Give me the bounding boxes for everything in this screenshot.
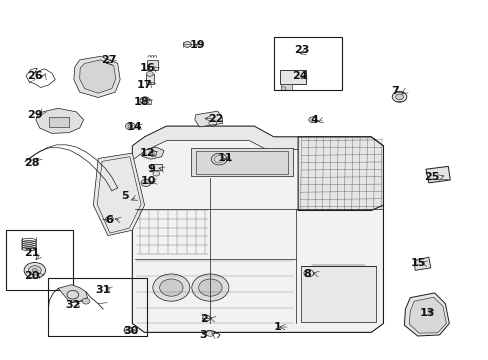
Circle shape [140,97,150,104]
Text: 27: 27 [101,54,116,64]
Circle shape [281,87,285,90]
Bar [49,117,69,127]
Polygon shape [142,147,163,159]
Polygon shape [58,285,87,303]
FancyBboxPatch shape [300,266,375,321]
Polygon shape [425,166,449,183]
Text: 30: 30 [123,326,139,336]
Circle shape [124,327,133,333]
Circle shape [141,179,151,186]
Text: 6: 6 [105,215,113,225]
Polygon shape [132,126,383,332]
Circle shape [202,315,210,321]
Circle shape [183,41,191,47]
Circle shape [391,91,406,102]
Text: 18: 18 [133,97,148,107]
Bar [144,100,151,104]
Polygon shape [413,257,430,270]
Polygon shape [195,150,288,174]
Bar [145,74,154,84]
Bar [147,59,158,69]
Polygon shape [93,153,144,235]
Circle shape [191,274,228,301]
Bar [281,84,291,90]
Bar [273,37,341,90]
Polygon shape [298,137,383,211]
Polygon shape [408,297,446,333]
Text: 26: 26 [27,71,43,81]
Circle shape [153,171,159,176]
Text: 21: 21 [24,248,40,258]
Text: 8: 8 [303,269,310,279]
Bar [48,278,147,336]
Text: 7: 7 [390,86,398,96]
Text: 5: 5 [122,191,129,201]
Text: 3: 3 [199,330,207,340]
Text: 23: 23 [294,45,309,55]
Text: 14: 14 [126,122,142,132]
Text: 22: 22 [208,114,224,124]
Text: 16: 16 [140,63,155,73]
Circle shape [128,125,133,128]
Circle shape [146,71,153,76]
Text: 13: 13 [419,309,434,318]
Text: 25: 25 [423,172,438,182]
Text: 32: 32 [65,300,81,310]
Text: 17: 17 [136,80,151,90]
Circle shape [24,262,45,278]
Circle shape [308,117,316,123]
Text: 10: 10 [141,176,156,186]
Text: 11: 11 [217,153,233,163]
Circle shape [304,270,313,277]
Bar [279,70,306,84]
Polygon shape [80,60,116,93]
Polygon shape [404,293,448,336]
Text: 19: 19 [189,40,205,50]
Circle shape [32,269,37,272]
Text: 24: 24 [292,71,307,81]
Text: 28: 28 [24,158,40,168]
Circle shape [153,274,189,301]
Text: 12: 12 [140,148,155,158]
Polygon shape [36,108,83,134]
Circle shape [206,330,214,336]
Circle shape [395,94,403,100]
Polygon shape [194,111,222,127]
Text: 20: 20 [24,271,40,281]
Text: 31: 31 [96,285,111,296]
Text: 4: 4 [310,115,318,125]
Text: 29: 29 [27,110,43,120]
Polygon shape [74,56,120,98]
Text: 1: 1 [273,322,281,332]
Circle shape [149,150,157,156]
Polygon shape [132,126,383,160]
Polygon shape [190,148,293,176]
Circle shape [105,217,113,222]
Text: 2: 2 [199,314,207,324]
Text: 9: 9 [147,164,155,174]
Circle shape [28,266,41,275]
Circle shape [198,279,222,296]
Circle shape [82,298,90,304]
Circle shape [159,279,183,296]
Bar [5,230,73,291]
Bar [151,163,161,170]
Text: 15: 15 [409,258,425,268]
Circle shape [125,123,135,130]
